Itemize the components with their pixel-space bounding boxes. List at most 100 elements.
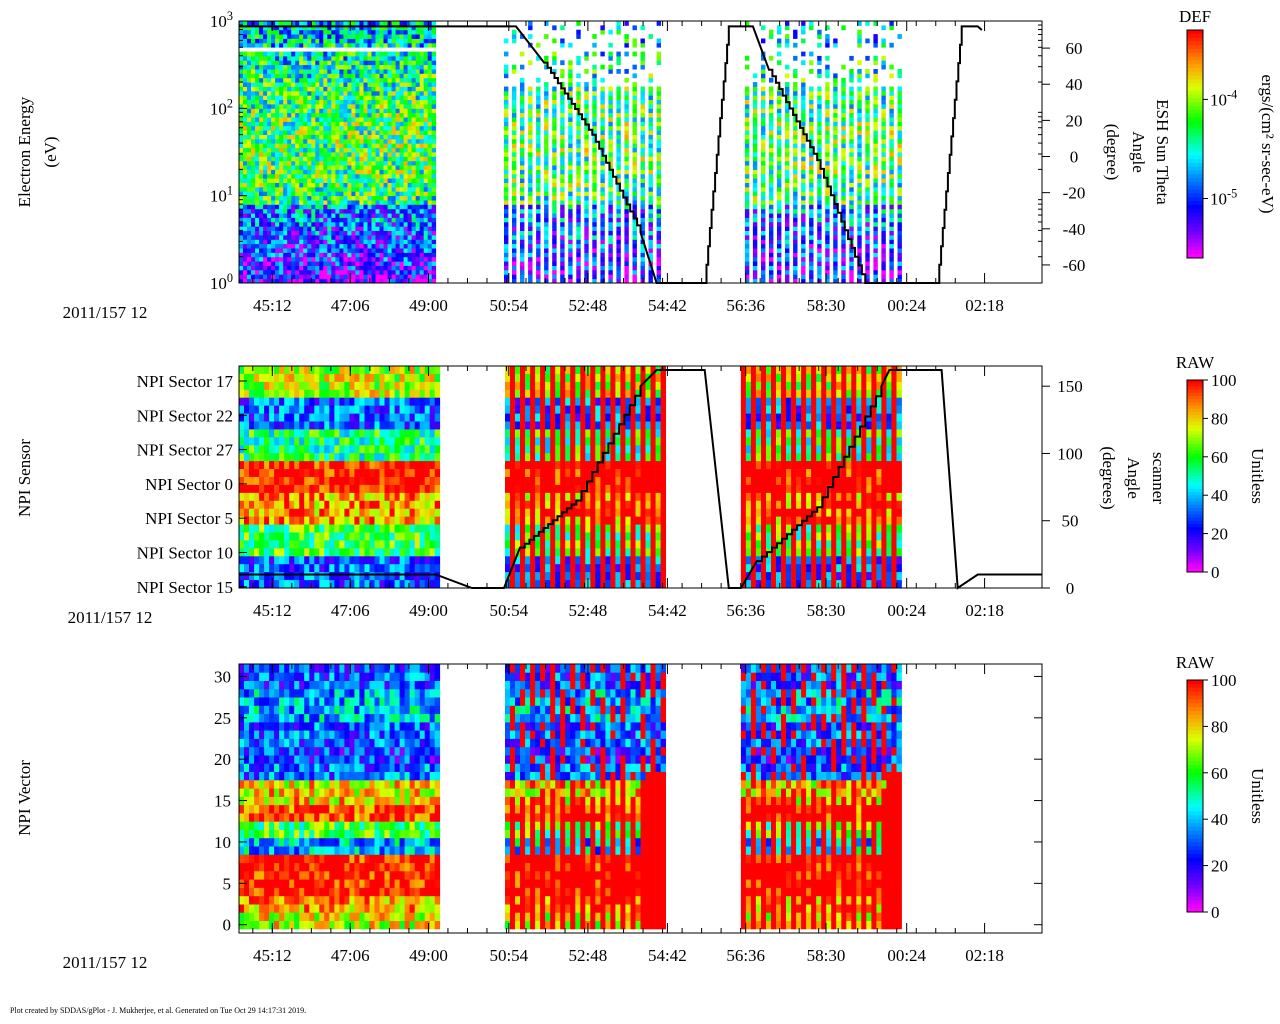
def-colorbar: DEF 10-4 10-5 ergs/(cm² sr-sec-eV): [1179, 7, 1277, 259]
raw-colorbar-tick-label: 100: [1211, 671, 1237, 690]
time-tick-label: 00:24: [887, 946, 926, 965]
npi-sensor-y2tick-label: 50: [1062, 512, 1079, 531]
time-tick-label: 45:12: [253, 296, 292, 315]
npi-vector-ytick-label: 5: [223, 874, 232, 893]
time-tick-label: 58:30: [807, 946, 846, 965]
raw-colorbar-tick-label: 80: [1211, 409, 1228, 428]
raw-colorbar-unit: Unitless: [1248, 768, 1267, 824]
epoch-label: 2011/157 12: [63, 953, 148, 972]
def-colorbar-title: DEF: [1179, 7, 1211, 26]
electron-energy-y2tick-label: -40: [1063, 220, 1086, 239]
npi-sensor-category-label: NPI Sector 10: [137, 544, 233, 563]
npi-vector-ytick-label: 0: [223, 916, 232, 935]
sun-theta-label: ESH Sun Theta: [1153, 99, 1172, 205]
electron-energy-ytick-label: 100: [210, 271, 233, 293]
raw-colorbar-title: RAW: [1176, 653, 1215, 672]
time-tick-label: 47:06: [331, 601, 370, 620]
npi-vector-ylabel: NPI Vector: [15, 760, 34, 836]
electron-energy-ytick-label: 103: [210, 9, 233, 31]
npi-vector-ytick-label: 10: [214, 833, 231, 852]
sun-theta-label-angle: Angle: [1129, 131, 1148, 173]
time-tick-label: 52:48: [569, 601, 608, 620]
raw-colorbar-tick-label: 80: [1211, 717, 1228, 736]
raw-colorbar-tick-label: 60: [1211, 448, 1228, 467]
time-tick-label: 49:00: [409, 296, 448, 315]
time-tick-label: 56:36: [726, 296, 765, 315]
time-tick-label: 00:24: [887, 601, 926, 620]
npi-sensor-y2tick-label: 150: [1057, 377, 1083, 396]
npi-vector-ytick-label: 15: [214, 792, 231, 811]
npi-vector-panel: 0 5 10 15 20 25 30 NPI Vector: [15, 664, 1042, 935]
electron-energy-y2tick-label: 40: [1066, 75, 1083, 94]
time-tick-label: 02:18: [965, 946, 1004, 965]
npi-sensor-category-label: NPI Sector 15: [137, 578, 233, 597]
raw-colorbar-unit: Unitless: [1248, 448, 1267, 504]
electron-energy-ylabel: Electron Energy: [15, 96, 34, 207]
raw-colorbar-tick-label: 0: [1211, 563, 1220, 582]
raw-colorbar-tick-label: 0: [1211, 903, 1220, 922]
scanner-label-unit: (degrees): [1099, 446, 1118, 509]
time-tick-label: 02:18: [965, 601, 1004, 620]
npi-vector-ytick-label: 20: [214, 750, 231, 769]
electron-energy-ylabel-unit: (eV): [41, 136, 60, 167]
raw-colorbar-tick-label: 40: [1211, 810, 1228, 829]
time-tick-label: 45:12: [253, 601, 292, 620]
time-tick-label: 50:54: [489, 946, 528, 965]
time-tick-label: 49:00: [409, 601, 448, 620]
time-axis-0: 45:12 47:06 49:00 50:54 52:48 54:42 56:36 58:30…: [63, 21, 1004, 322]
npi-sensor-panel: NPI Sector 17 NPI Sector 22 NPI Sector 27 N…: [15, 366, 1168, 598]
time-tick-label: 54:42: [648, 296, 687, 315]
electron-energy-y2tick-label: -60: [1063, 256, 1086, 275]
time-tick-label: 00:24: [887, 296, 926, 315]
electron-energy-y2tick-label: 60: [1066, 39, 1083, 58]
time-tick-label: 50:54: [489, 601, 528, 620]
raw-colorbar-tick-label: 100: [1211, 371, 1237, 390]
raw-colorbar-title: RAW: [1176, 353, 1215, 372]
npi-sensor-ylabel: NPI Sensor: [15, 439, 34, 517]
def-colorbar-tick-label: 10-4: [1210, 87, 1237, 109]
npi-sensor-category-label: NPI Sector 17: [137, 372, 234, 391]
raw-colorbar-tick-label: 40: [1211, 486, 1228, 505]
time-tick-label: 58:30: [807, 296, 846, 315]
time-tick-label: 47:06: [331, 296, 370, 315]
time-tick-label: 02:18: [965, 296, 1004, 315]
sun-theta-label-unit: (degree): [1103, 124, 1122, 181]
scanner-label-angle: Angle: [1124, 457, 1143, 499]
electron-energy-y2tick-label: 20: [1066, 111, 1083, 130]
npi-vector-ytick-label: 30: [214, 667, 231, 686]
time-tick-label: 56:36: [726, 601, 765, 620]
time-tick-label: 56:36: [726, 946, 765, 965]
def-colorbar-tick-label: 10-5: [1210, 187, 1237, 209]
raw-colorbar-tick-label: 20: [1211, 857, 1228, 876]
time-tick-label: 54:42: [648, 946, 687, 965]
electron-energy-y2tick-label: -20: [1063, 184, 1086, 203]
def-colorbar-unit: ergs/(cm² sr-sec-eV): [1258, 75, 1277, 214]
npi-sensor-category-label: NPI Sector 22: [137, 406, 233, 425]
npi-sensor-y2tick-label: 100: [1057, 444, 1083, 463]
raw-colorbar-tick-label: 60: [1211, 764, 1228, 783]
time-tick-label: 54:42: [648, 601, 687, 620]
time-tick-label: 50:54: [489, 296, 528, 315]
electron-energy-heatmap: [239, 21, 902, 283]
npi-vector-ytick-label: 25: [214, 709, 231, 728]
footer-credit: Plot created by SDDAS/gPlot - J. Mukherj…: [10, 1006, 306, 1015]
npi-sensor-heatmap: [239, 366, 902, 588]
time-tick-label: 45:12: [253, 946, 292, 965]
npi-vector-heatmap: [239, 664, 902, 929]
npi-sensor-category-label: NPI Sector 5: [145, 509, 233, 528]
electron-energy-y2tick-label: 0: [1070, 148, 1079, 167]
time-tick-label: 47:06: [331, 946, 370, 965]
npi-sensor-category-label: NPI Sector 27: [137, 441, 234, 460]
npi-plot: 1001011021036040200-20-40-60Electron Ene…: [0, 0, 1280, 1024]
epoch-label: 2011/157 12: [63, 303, 148, 322]
time-tick-label: 52:48: [569, 946, 608, 965]
electron-energy-panel: 100 101 102 103 60 40 20 0 -20 -40 -60 Electron Ene…: [15, 9, 1172, 293]
raw-colorbar-tick-label: 20: [1211, 525, 1228, 544]
time-tick-label: 49:00: [409, 946, 448, 965]
electron-energy-ytick-label: 102: [210, 96, 233, 118]
scanner-label: scanner: [1149, 452, 1168, 504]
electron-energy-ytick-label: 101: [210, 184, 233, 206]
time-tick-label: 58:30: [807, 601, 846, 620]
